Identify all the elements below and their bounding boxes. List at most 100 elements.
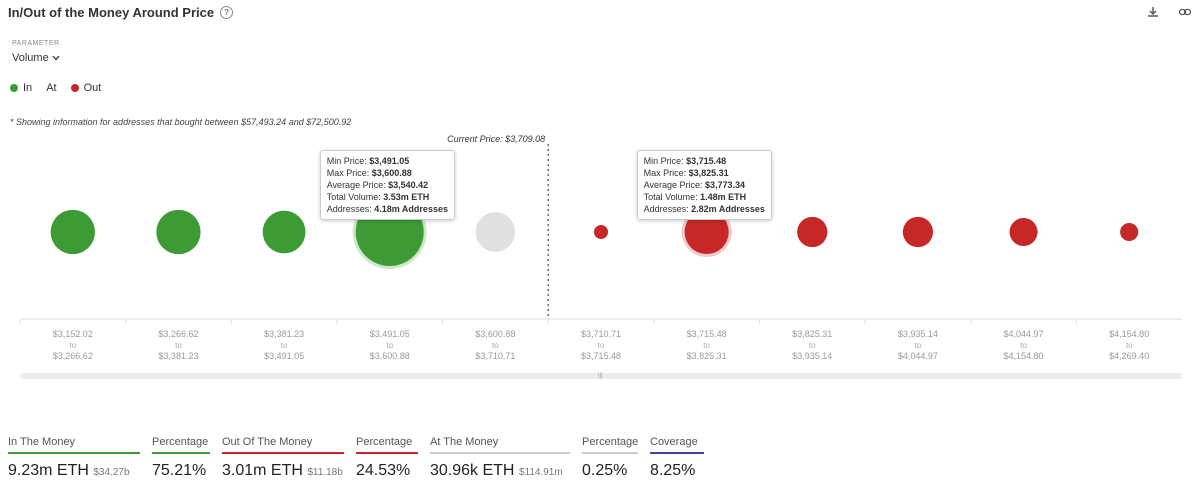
legend: In At Out <box>10 82 101 94</box>
widget-title: In/Out of the Money Around Price ? <box>8 5 234 20</box>
stat-value: 75.21% <box>152 462 207 479</box>
stat-value: 0.25% <box>582 462 628 479</box>
legend-item-at[interactable]: At <box>46 82 56 94</box>
tooltip-line-label: Total Volume: <box>643 192 701 202</box>
x-tick-label-to: to <box>915 341 922 350</box>
x-tick-label-from: $3,381.23 <box>264 329 304 339</box>
legend-in-label: In <box>23 82 33 94</box>
current-price-label: Current Price: $3,709.08 <box>447 134 545 144</box>
tooltip-line-value: $3,773.34 <box>705 180 746 190</box>
stat-value: 24.53% <box>356 462 411 479</box>
tooltip-line-value: 3.53m ETH <box>383 192 430 202</box>
x-tick-label-from: $3,491.05 <box>370 329 410 339</box>
tooltip-line-value: 4.18m Addresses <box>374 204 448 214</box>
stat-label: In The Money <box>8 436 140 454</box>
parameter-dropdown[interactable]: Volume <box>12 52 60 64</box>
legend-out-swatch <box>70 84 79 92</box>
tooltip-line-label: Max Price: <box>643 168 689 178</box>
tooltip-line-value: $3,715.48 <box>686 156 727 166</box>
tooltip-line: Max Price: $3,825.31 <box>644 167 765 179</box>
tooltip-line: Average Price: $3,540.42 <box>327 179 448 191</box>
bubble-chart: Current Price: $3,709.08 $3,152.02 to $3,26… <box>19 134 1182 361</box>
stat-out-percentage: Percentage 24.53% <box>356 436 418 480</box>
tooltip-line-label: Addresses: <box>643 204 692 214</box>
tooltip-line-value: 1.48m ETH <box>700 192 747 202</box>
stats-row: In The Money 9.23m ETH $34.27b Percentag… <box>8 436 716 480</box>
x-tick-label-from: $4,154.80 <box>1109 329 1149 339</box>
legend-item-in[interactable]: In <box>10 82 32 94</box>
tooltip-line: Addresses: 4.18m Addresses <box>327 203 448 215</box>
bubble-in[interactable] <box>156 209 201 255</box>
tooltip-line-label: Average Price: <box>643 180 705 190</box>
bubble-out[interactable] <box>902 216 934 248</box>
x-tick-label-to: to <box>492 341 499 350</box>
x-tick-label-to: to <box>598 341 605 350</box>
bubble-out[interactable] <box>1120 222 1139 242</box>
tooltip-line-label: Max Price: <box>326 168 372 178</box>
x-tick-label-to: to <box>69 341 76 350</box>
stat-sub: $11.18b <box>307 467 343 478</box>
x-tick-label-from: $3,152.02 <box>53 329 93 339</box>
tooltip-line-label: Average Price: <box>326 180 389 190</box>
stat-value: 8.25% <box>650 462 696 479</box>
x-tick-label-from: $3,710.71 <box>581 329 621 339</box>
bubble-out[interactable] <box>684 209 729 255</box>
stat-coverage: Coverage 8.25% <box>650 436 704 480</box>
x-tick-label-to-value: $3,381.23 <box>158 351 198 361</box>
bubble-in[interactable] <box>50 209 95 255</box>
scrollbar-grip-icon[interactable]: ||| <box>598 373 603 379</box>
stat-out-of-the-money: Out Of The Money 3.01m ETH $11.18b <box>222 436 344 480</box>
stat-sub: $114.91m <box>518 467 563 478</box>
x-tick-label-to-value: $3,825.31 <box>687 351 727 361</box>
stat-in-percentage: Percentage 75.21% <box>152 436 210 480</box>
x-tick-label-from: $3,825.31 <box>792 329 832 339</box>
x-tick-label-from: $4,044.97 <box>1004 329 1044 339</box>
tooltip-line-value: $3,491.05 <box>369 156 410 166</box>
legend-in-swatch <box>10 84 18 92</box>
x-tick-label-to: to <box>175 341 182 350</box>
bubble-out[interactable] <box>1009 217 1038 247</box>
stat-label: At The Money <box>430 436 570 454</box>
help-icon[interactable]: ? <box>220 6 234 19</box>
x-tick-label-to-value: $3,491.05 <box>264 351 304 361</box>
tooltip-line: Average Price: $3,773.34 <box>644 179 765 191</box>
stat-in-the-money: In The Money 9.23m ETH $34.27b <box>8 436 140 480</box>
chart-scrollbar[interactable] <box>20 373 1182 379</box>
x-tick-label-to-value: $4,269.40 <box>1109 351 1149 361</box>
x-tick-label-from: $3,266.62 <box>158 329 198 339</box>
tooltip-line-value: 2.82m Addresses <box>691 204 765 214</box>
x-tick-label-to: to <box>809 341 816 350</box>
x-tick-label-to: to <box>281 341 288 350</box>
chevron-down-icon <box>52 55 60 61</box>
widget-title-text: In/Out of the Money Around Price <box>8 5 215 20</box>
stat-label: Percentage <box>152 436 210 454</box>
tooltip-line-value: $3,600.88 <box>371 168 412 178</box>
bubble-in[interactable] <box>262 210 306 254</box>
bubble-tooltip: Min Price: $3,491.05 Max Price: $3,600.88… <box>319 150 455 220</box>
bubble-out[interactable] <box>593 224 609 240</box>
link-icon[interactable] <box>1178 5 1192 19</box>
x-tick-label-to-value: $3,715.48 <box>581 351 621 361</box>
x-tick-label-from: $3,600.88 <box>475 329 515 339</box>
stat-at-the-money: At The Money 30.96k ETH $114.91m <box>430 436 570 480</box>
tooltip-line: Addresses: 2.82m Addresses <box>644 203 765 215</box>
stat-value: 30.96k ETH $114.91m <box>430 462 570 480</box>
toolbar <box>1146 5 1192 19</box>
tooltip-line-label: Min Price: <box>326 156 370 166</box>
stat-at-percentage: Percentage 0.25% <box>582 436 638 480</box>
legend-item-out[interactable]: Out <box>70 82 101 94</box>
x-tick-label-to: to <box>386 341 393 350</box>
x-tick-label-to-value: $3,600.88 <box>370 351 410 361</box>
parameter-label: PARAMETER <box>12 40 60 47</box>
x-tick-label-to: to <box>1126 341 1133 350</box>
download-icon[interactable] <box>1146 5 1160 19</box>
parameter-value: Volume <box>12 52 49 64</box>
x-tick-label-to-value: $3,935.14 <box>792 351 832 361</box>
tooltip-line: Min Price: $3,491.05 <box>327 155 448 167</box>
info-note: * Showing information for addresses that… <box>10 117 352 127</box>
bubble-at[interactable] <box>475 212 516 252</box>
x-tick-label-to: to <box>1020 341 1027 350</box>
legend-at-label: At <box>46 82 57 94</box>
bubble-out[interactable] <box>797 216 828 248</box>
stat-label: Percentage <box>582 436 638 454</box>
